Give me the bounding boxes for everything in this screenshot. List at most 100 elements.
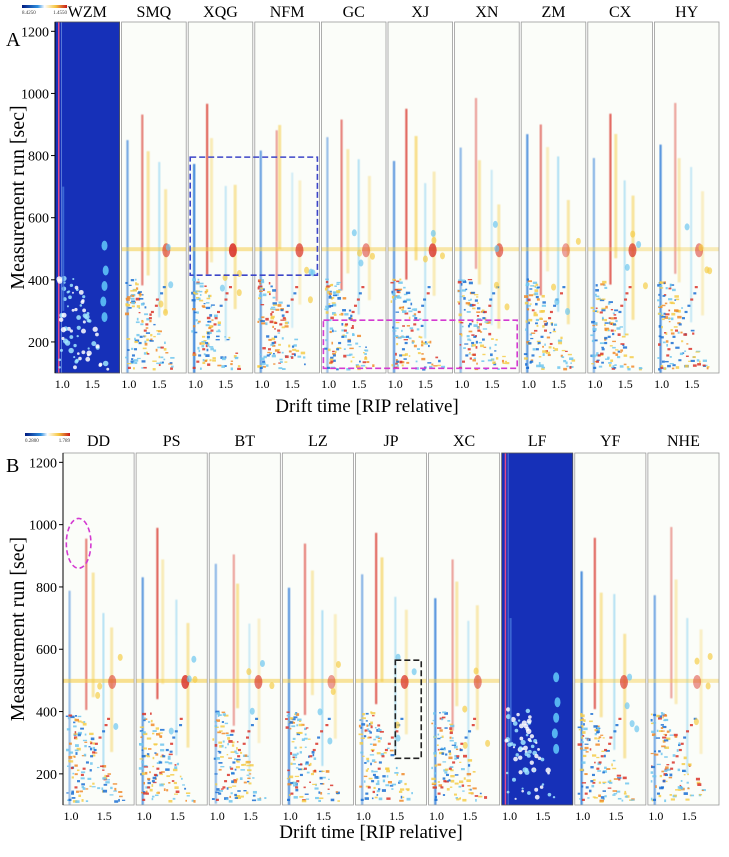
intensity-spot	[361, 286, 365, 289]
intensity-spot	[221, 744, 224, 748]
intensity-streak	[623, 633, 627, 759]
intensity-spot	[597, 740, 600, 742]
intensity-spot	[610, 317, 614, 320]
intensity-spot	[343, 329, 347, 332]
intensity-spot	[476, 321, 479, 324]
intensity-spot	[209, 359, 212, 362]
intensity-spot	[378, 761, 382, 764]
intensity-spot	[150, 333, 153, 337]
reference-spot	[520, 739, 526, 746]
intensity-spot	[473, 335, 477, 338]
intensity-spot	[413, 344, 417, 348]
intensity-spot	[424, 342, 428, 345]
intensity-spot	[269, 353, 271, 356]
heatmap-background	[587, 22, 653, 373]
intensity-spot	[74, 718, 77, 721]
intensity-spot	[384, 748, 388, 752]
intensity-spot	[165, 768, 170, 771]
intensity-spot	[236, 797, 242, 800]
intensity-spot	[461, 289, 466, 292]
intensity-spot	[592, 328, 597, 331]
intensity-spot	[151, 795, 155, 798]
intensity-spot	[296, 724, 299, 727]
intensity-spot	[658, 750, 661, 753]
intensity-band	[321, 247, 386, 252]
intensity-streak	[599, 592, 603, 718]
reference-spot	[524, 769, 530, 775]
intensity-spot	[658, 717, 662, 720]
intensity-spot	[650, 722, 654, 725]
intensity-spot	[479, 792, 482, 795]
intensity-spot	[531, 354, 535, 357]
intensity-spot	[607, 302, 611, 305]
sample-label-xn: XN	[475, 4, 499, 21]
intensity-spot	[134, 339, 140, 342]
intensity-spot	[623, 354, 628, 357]
intensity-spot	[328, 778, 330, 781]
intensity-spot	[371, 770, 374, 773]
intensity-spot	[376, 794, 379, 796]
intensity-spot	[594, 293, 597, 296]
intensity-spot	[491, 338, 494, 340]
intensity-spot	[460, 333, 463, 337]
intensity-spot	[672, 364, 676, 367]
intensity-spot	[455, 748, 459, 751]
intensity-spot	[660, 724, 664, 726]
intensity-spot	[260, 280, 265, 284]
intensity-spot	[83, 753, 87, 757]
intensity-spot	[345, 323, 349, 326]
intensity-spot	[162, 286, 166, 289]
intensity-spot	[125, 281, 128, 284]
intensity-spot	[213, 323, 217, 326]
intensity-spot	[168, 762, 173, 765]
intensity-spot	[373, 770, 378, 773]
intensity-spot	[699, 360, 701, 363]
intensity-spot	[402, 300, 407, 303]
intensity-spot	[246, 791, 249, 795]
intensity-spot	[403, 293, 408, 296]
intensity-spot	[391, 292, 396, 295]
intensity-spot	[239, 777, 243, 781]
intensity-spot	[199, 282, 204, 285]
intensity-spot	[694, 286, 698, 289]
reference-spot	[73, 365, 77, 370]
intensity-spot	[623, 792, 627, 795]
intensity-spot	[299, 746, 303, 749]
intensity-spot	[194, 331, 198, 334]
x-tick-label: 1.0	[255, 377, 270, 391]
intensity-spot	[484, 796, 488, 799]
intensity-spot	[481, 309, 485, 312]
intensity-spot	[136, 357, 141, 360]
colorbar	[22, 5, 67, 8]
intensity-spot	[348, 317, 352, 320]
intensity-spot	[436, 727, 442, 729]
intensity-spot	[562, 286, 566, 289]
intensity-spot	[658, 325, 661, 328]
reference-spot	[56, 276, 63, 282]
intensity-spot	[600, 755, 604, 758]
intensity-spot	[358, 292, 362, 295]
intensity-spot	[151, 797, 154, 801]
y-tick-label: 400	[36, 706, 57, 721]
intensity-spot	[146, 351, 148, 354]
intensity-spot	[540, 335, 544, 338]
intensity-spot	[590, 766, 594, 769]
intensity-spot	[268, 293, 271, 296]
reference-spot	[79, 304, 83, 307]
intensity-spot	[683, 736, 687, 739]
intensity-spot	[68, 742, 72, 745]
intensity-spot	[208, 327, 212, 330]
intensity-spot	[260, 320, 265, 323]
intensity-spot	[163, 347, 167, 351]
x-tick-label: 1.0	[575, 809, 590, 823]
intensity-spot	[674, 299, 677, 301]
reference-spot	[539, 785, 544, 789]
intensity-spot	[347, 339, 352, 343]
intensity-spot	[391, 364, 394, 367]
intensity-spot	[258, 297, 261, 300]
intensity-spot	[202, 358, 205, 362]
intensity-spot	[214, 743, 218, 747]
intensity-band	[121, 247, 187, 252]
intensity-spot	[295, 786, 299, 789]
